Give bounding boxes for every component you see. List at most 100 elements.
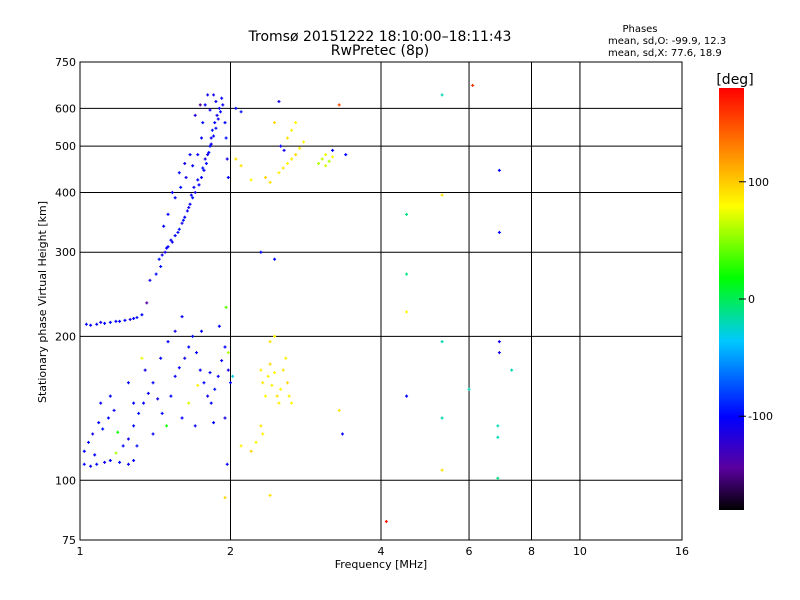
data-point — [496, 435, 500, 439]
data-point — [337, 103, 341, 107]
data-point — [209, 142, 213, 146]
data-point — [268, 493, 272, 497]
data-point — [497, 230, 501, 234]
data-point — [277, 100, 281, 104]
data-point — [324, 153, 328, 157]
data-point — [173, 374, 177, 378]
data-point — [180, 416, 184, 420]
data-point — [213, 387, 217, 391]
data-point — [118, 460, 122, 464]
data-point — [132, 424, 136, 428]
data-point — [497, 168, 501, 172]
data-point — [173, 329, 177, 333]
data-point — [337, 408, 341, 412]
data-point — [266, 374, 270, 378]
x-tick-label: 4 — [378, 545, 385, 558]
data-point — [249, 178, 253, 182]
chart-title: Tromsø 20151222 18:10:00–18:11:43 — [248, 29, 512, 45]
data-point — [331, 148, 335, 152]
data-point — [302, 140, 306, 144]
data-point — [229, 381, 232, 385]
data-point — [204, 161, 208, 165]
y-tick-label: 300 — [55, 246, 76, 259]
data-point — [384, 519, 388, 523]
data-point — [294, 121, 298, 125]
phases-x-stats: mean, sd,X: 77.6, 18.9 — [608, 48, 722, 59]
data-point — [137, 411, 141, 415]
data-point — [116, 430, 120, 434]
data-point — [225, 157, 229, 161]
data-point — [170, 190, 174, 194]
data-point — [160, 411, 164, 415]
data-point — [95, 322, 99, 326]
data-point — [173, 234, 177, 238]
data-point — [440, 193, 444, 197]
data-point — [89, 323, 93, 327]
data-point — [221, 103, 225, 107]
data-point — [193, 190, 197, 194]
data-point — [169, 238, 173, 242]
colorbar-tick-label: 0 — [748, 293, 755, 306]
data-point — [183, 215, 187, 219]
data-point — [223, 345, 227, 349]
data-point — [108, 394, 112, 398]
data-point — [215, 113, 219, 117]
data-point — [206, 153, 210, 157]
data-point — [273, 371, 277, 375]
data-point — [101, 427, 105, 431]
data-point — [201, 166, 205, 170]
data-point — [405, 212, 409, 216]
data-point — [189, 193, 193, 197]
y-axis-label: Stationary phase Virtual Height [km] — [36, 201, 49, 403]
data-point — [196, 153, 200, 157]
data-point — [99, 401, 103, 405]
data-point — [217, 324, 221, 328]
data-point — [177, 366, 181, 370]
data-point — [162, 224, 166, 228]
data-point — [239, 444, 243, 448]
data-point — [202, 381, 206, 385]
y-tick-label: 600 — [55, 102, 76, 115]
data-point — [159, 356, 163, 360]
data-point — [214, 100, 218, 104]
data-point — [220, 359, 224, 363]
data-point — [87, 440, 91, 444]
data-point — [126, 381, 130, 385]
data-point — [151, 381, 155, 385]
data-point — [496, 476, 500, 480]
data-point — [121, 444, 125, 448]
x-tick-label: 10 — [573, 545, 587, 558]
data-point — [200, 329, 204, 333]
data-point — [188, 153, 192, 157]
data-point — [177, 227, 181, 231]
chart-subtitle: RwPretec (8p) — [331, 43, 429, 59]
data-point — [216, 117, 220, 121]
data-point — [181, 218, 185, 222]
data-point — [196, 178, 200, 182]
data-point — [217, 106, 221, 110]
data-points — [82, 83, 514, 523]
data-point — [317, 161, 321, 165]
data-point — [226, 175, 230, 179]
data-point — [132, 458, 136, 462]
data-point — [220, 96, 224, 100]
data-point — [165, 424, 169, 428]
data-point — [180, 315, 184, 319]
data-point — [224, 305, 228, 309]
data-point — [185, 209, 189, 213]
data-point — [284, 356, 288, 360]
data-point — [180, 221, 184, 225]
data-point — [440, 340, 444, 344]
data-point — [112, 408, 116, 412]
data-point — [200, 175, 204, 179]
data-point — [497, 340, 501, 344]
data-point — [148, 278, 152, 282]
data-point — [157, 257, 161, 261]
data-point — [156, 397, 160, 401]
data-point — [135, 444, 139, 448]
data-point — [249, 449, 253, 453]
data-point — [193, 424, 197, 428]
data-point — [165, 246, 169, 250]
data-point — [213, 121, 217, 125]
